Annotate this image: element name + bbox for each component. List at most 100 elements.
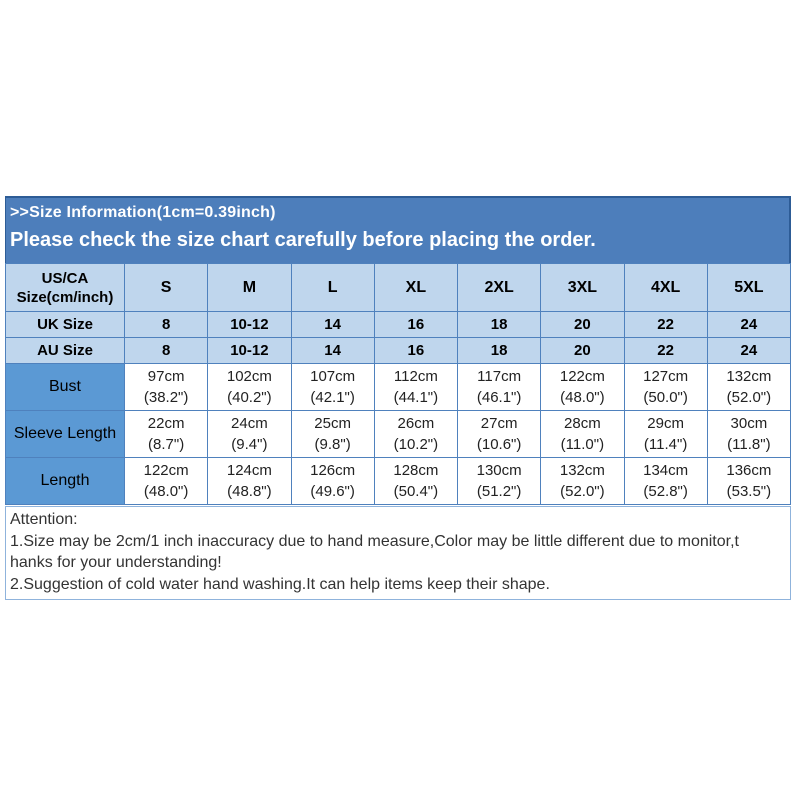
measurement-cell: 130cm (51.2"): [456, 457, 542, 505]
measurement-cell: 122cm (48.0"): [540, 363, 625, 411]
size-column-header: L: [290, 263, 375, 312]
header-banner: >>Size Information(1cm=0.39inch) Please …: [5, 196, 791, 263]
measurement-cell: 25cm (9.8"): [290, 410, 375, 458]
row-label-cell: UK Size: [5, 311, 125, 338]
cm-value: 29cm: [647, 415, 684, 432]
size-column-header: M: [207, 263, 292, 312]
cm-value: 132cm: [559, 462, 605, 479]
inch-value: (38.2"): [143, 389, 189, 406]
size-value-cell: 10-12: [207, 337, 292, 364]
inch-value: (48.0"): [143, 483, 189, 500]
inch-value: (40.2"): [227, 389, 272, 406]
measurement-cell: 122cm (48.0"): [123, 457, 209, 505]
inch-value: (11.0"): [560, 436, 605, 453]
cm-value: 127cm: [643, 368, 689, 385]
attention-box: Attention: 1.Size may be 2cm/1 inch inacc…: [5, 506, 791, 600]
measurement-cell: 132cm (52.0"): [540, 457, 625, 505]
table-header-row: US/CA Size(cm/inch) S M L XL 2XL 3XL 4XL 5XL: [5, 263, 792, 312]
cm-value: 27cm: [480, 415, 518, 432]
measurement-cell: 117cm (46.1"): [456, 363, 542, 411]
measurement-cell: 22cm (8.7"): [123, 410, 209, 458]
size-column-header: 5XL: [706, 263, 792, 312]
size-value-cell: 18: [456, 311, 542, 338]
size-value-cell: 16: [373, 337, 459, 364]
size-info-title: >>Size Information(1cm=0.39inch): [10, 204, 276, 221]
inch-value: (46.1"): [476, 389, 522, 406]
measurement-cell: 26cm (10.2"): [373, 410, 459, 458]
measurement-cell: 136cm (53.5"): [706, 457, 792, 505]
inch-value: (10.6"): [476, 436, 522, 453]
size-value-cell: 22: [623, 337, 708, 364]
measure-label-cell: Bust: [5, 363, 125, 411]
measurement-cell: 126cm (49.6"): [290, 457, 375, 505]
inch-value: (9.8"): [314, 436, 351, 453]
cm-value: 122cm: [559, 368, 605, 385]
inch-value: (53.5"): [726, 483, 772, 500]
inch-value: (52.0"): [726, 389, 772, 406]
cm-value: 30cm: [730, 415, 768, 432]
size-value-cell: 14: [290, 311, 375, 338]
cm-value: 124cm: [226, 462, 272, 479]
size-value-cell: 24: [706, 337, 792, 364]
measurement-cell: 28cm (11.0"): [540, 410, 625, 458]
inch-value: (50.0"): [643, 389, 688, 406]
cm-value: 112cm: [393, 368, 438, 385]
size-value-cell: 22: [623, 311, 708, 338]
cm-value: 107cm: [310, 368, 356, 385]
corner-header-line1: US/CA: [41, 269, 89, 287]
size-conversion-row: AU Size 8 10-12 14 16 18 20 22 24: [5, 337, 792, 364]
inch-value: (48.8"): [227, 483, 272, 500]
attention-line: 2.Suggestion of cold water hand washing.…: [10, 575, 550, 593]
size-conversion-row: UK Size 8 10-12 14 16 18 20 22 24: [5, 311, 792, 338]
measurement-row: Bust 97cm (38.2") 102cm (40.2") 107cm (42.1") 1…: [5, 363, 792, 411]
cm-value: 102cm: [226, 368, 272, 385]
size-column-header: XL: [373, 263, 459, 312]
cm-value: 126cm: [310, 462, 356, 479]
size-value-cell: 16: [373, 311, 459, 338]
measurement-cell: 29cm (11.4"): [623, 410, 708, 458]
size-column-header: 4XL: [623, 263, 708, 312]
corner-header-cell: US/CA Size(cm/inch): [5, 263, 125, 312]
size-value-cell: 10-12: [207, 311, 292, 338]
size-column-header: S: [123, 263, 209, 312]
inch-value: (49.6"): [310, 483, 355, 500]
measurement-cell: 30cm (11.8"): [706, 410, 792, 458]
cm-value: 24cm: [231, 415, 268, 432]
attention-line: 1.Size may be 2cm/1 inch inaccuracy due …: [10, 532, 739, 550]
size-value-cell: 8: [123, 311, 209, 338]
measurement-cell: 132cm (52.0"): [706, 363, 792, 411]
measurement-cell: 112cm (44.1"): [373, 363, 459, 411]
size-value-cell: 20: [540, 311, 625, 338]
measurement-cell: 127cm (50.0"): [623, 363, 708, 411]
cm-value: 117cm: [477, 368, 522, 385]
measurement-row: Sleeve Length 22cm (8.7") 24cm (9.4") 25cm (9.…: [5, 410, 792, 458]
attention-line: hanks for your understanding!: [10, 554, 222, 571]
size-value-cell: 14: [290, 337, 375, 364]
size-chart-content: >>Size Information(1cm=0.39inch) Please …: [5, 196, 792, 600]
size-value-cell: 20: [540, 337, 625, 364]
inch-value: (51.2"): [476, 483, 522, 500]
cm-value: 28cm: [564, 415, 601, 432]
cm-value: 25cm: [314, 415, 351, 432]
inch-value: (42.1"): [310, 389, 355, 406]
inch-value: (50.4"): [393, 483, 439, 500]
measurement-cell: 27cm (10.6"): [456, 410, 542, 458]
measure-label-cell: Length: [5, 457, 125, 505]
inch-value: (52.0"): [560, 483, 605, 500]
size-value-cell: 18: [456, 337, 542, 364]
measurement-cell: 24cm (9.4"): [207, 410, 292, 458]
attention-line: Attention:: [10, 511, 78, 528]
measurement-cell: 128cm (50.4"): [373, 457, 459, 505]
measurement-cell: 124cm (48.8"): [207, 457, 292, 505]
inch-value: (11.4"): [643, 436, 688, 453]
cm-value: 128cm: [393, 462, 439, 479]
size-value-cell: 24: [706, 311, 792, 338]
inch-value: (44.1"): [393, 389, 439, 406]
measure-label-cell: Sleeve Length: [5, 410, 125, 458]
measurement-cell: 97cm (38.2"): [123, 363, 209, 411]
inch-value: (10.2"): [393, 436, 439, 453]
cm-value: 97cm: [147, 368, 185, 385]
size-value-cell: 8: [123, 337, 209, 364]
cm-value: 122cm: [143, 462, 189, 479]
